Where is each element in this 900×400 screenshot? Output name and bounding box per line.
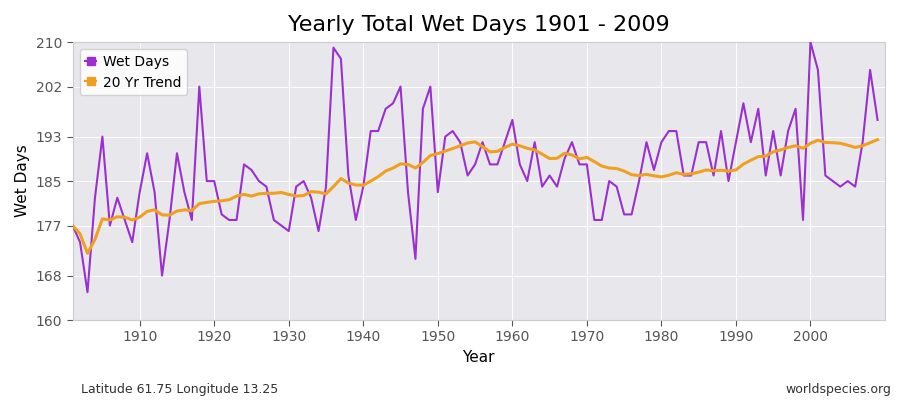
Title: Yearly Total Wet Days 1901 - 2009: Yearly Total Wet Days 1901 - 2009 (288, 15, 670, 35)
Text: worldspecies.org: worldspecies.org (785, 383, 891, 396)
Text: Latitude 61.75 Longitude 13.25: Latitude 61.75 Longitude 13.25 (81, 383, 278, 396)
Y-axis label: Wet Days: Wet Days (15, 145, 30, 218)
Legend: Wet Days, 20 Yr Trend: Wet Days, 20 Yr Trend (79, 49, 187, 95)
X-axis label: Year: Year (463, 350, 495, 365)
